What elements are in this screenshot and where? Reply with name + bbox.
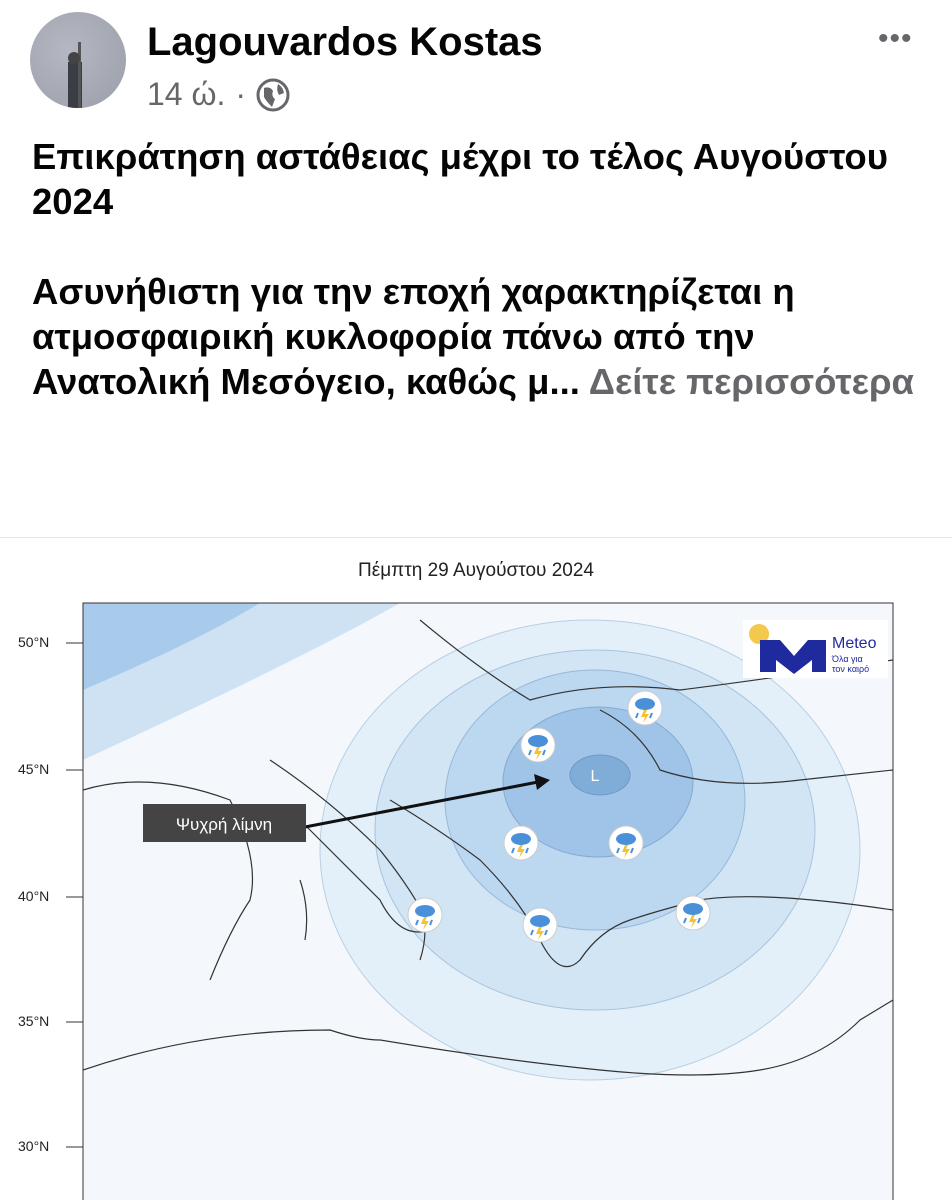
lat-label: 35°N [18,1013,50,1029]
annotation-label: Ψυχρή λίμνη [176,815,272,834]
thunderstorm-rain-icon [407,897,443,933]
lat-label: 50°N [18,634,50,650]
author-name[interactable]: Lagouvardos Kostas [147,20,543,64]
thunderstorm-rain-icon [608,825,644,861]
post-body: Ασυνήθιστη για την εποχή χαρακτηρίζεται … [32,271,795,402]
globe-icon [256,78,290,111]
separator: · [235,76,247,112]
divider [0,537,952,538]
weather-map[interactable]: L Ψυχρή λίμνη Meteo Όλα για τον καιρό [0,600,952,1200]
cold-pool-arrow [304,774,550,829]
post-meta: 14 ώ. · [147,76,290,113]
lat-label: 40°N [18,888,50,904]
contour [569,754,631,796]
meteo-logo: Meteo Όλα για τον καιρό [743,620,888,678]
post-text: Επικράτηση αστάθειας μέχρι το τέλος Αυγο… [32,134,932,404]
post-title: Επικράτηση αστάθειας μέχρι το τέλος Αυγο… [32,136,888,222]
post-time[interactable]: 14 ώ. [147,76,226,112]
thunderstorm-rain-icon [520,727,556,763]
svg-text:τον καιρό: τον καιρό [832,664,869,674]
lat-label: 30°N [18,1138,50,1154]
lat-label: 45°N [18,761,50,777]
avatar[interactable] [30,12,126,108]
weather-icons [407,690,711,943]
annotation-box [143,804,306,842]
thunderstorm-rain-icon [503,825,539,861]
see-more-link[interactable]: Δείτε περισσότερα [588,361,914,402]
more-options-icon[interactable]: ••• [878,22,913,55]
thunderstorm-rain-icon [522,907,558,943]
thunderstorm-rain-icon [675,895,711,931]
map-frame [82,602,894,1200]
svg-text:Όλα για: Όλα για [831,654,863,664]
thunderstorm-rain-icon [627,690,663,726]
lat-ticks [66,642,83,1148]
svg-text:Meteo: Meteo [832,635,877,652]
low-pressure-label: L [591,768,600,785]
map-title: Πέμπτη 29 Αυγούστου 2024 [358,560,594,581]
